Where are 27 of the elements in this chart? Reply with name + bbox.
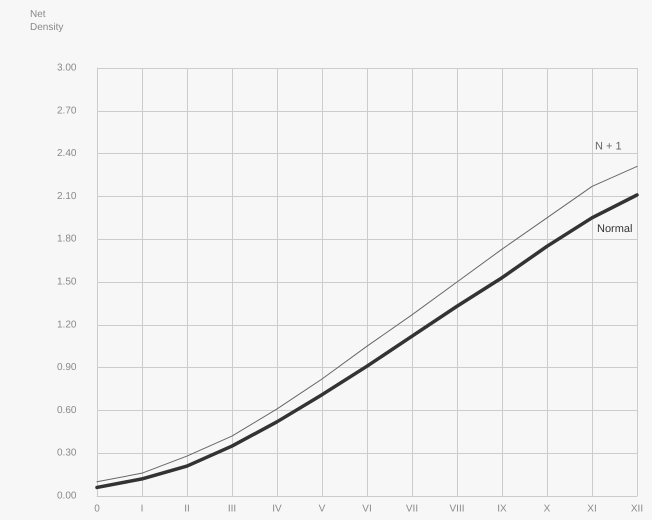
y-tick-label: 3.00 xyxy=(57,62,77,74)
x-tick-label: V xyxy=(318,504,326,514)
x-tick-label: II xyxy=(184,504,190,514)
x-tick-label: 0 xyxy=(94,504,100,514)
x-tick-label: XII xyxy=(630,504,644,514)
y-tick-label: 1.80 xyxy=(57,234,77,245)
y-axis-title: Net Density xyxy=(30,9,64,33)
x-tick-label: X xyxy=(544,504,551,514)
x-tick-label: IX xyxy=(497,504,508,514)
x-tick-label: VII xyxy=(406,504,418,514)
series-label: Normal xyxy=(597,222,632,235)
y-tick-label: 0.90 xyxy=(57,362,77,374)
y-tick-label: 0.30 xyxy=(57,448,77,459)
x-tick-label: III xyxy=(228,504,236,514)
x-tick-label: IV xyxy=(272,504,282,514)
y-tick-label: 2.10 xyxy=(57,190,77,202)
series-label: N + 1 xyxy=(595,140,622,152)
y-tick-label: 0.60 xyxy=(57,404,77,416)
y-tick-label: 1.50 xyxy=(57,276,77,288)
y-tick-label: 0.00 xyxy=(57,490,77,502)
y-tick-label: 2.40 xyxy=(57,148,77,160)
x-tick-label: I xyxy=(140,504,144,514)
x-tick-label: XI xyxy=(587,504,597,514)
x-tick-label: VIII xyxy=(449,504,465,514)
y-tick-label: 1.20 xyxy=(57,319,77,330)
x-tick-label: VI xyxy=(362,504,372,514)
y-tick-label: 2.70 xyxy=(57,105,77,116)
